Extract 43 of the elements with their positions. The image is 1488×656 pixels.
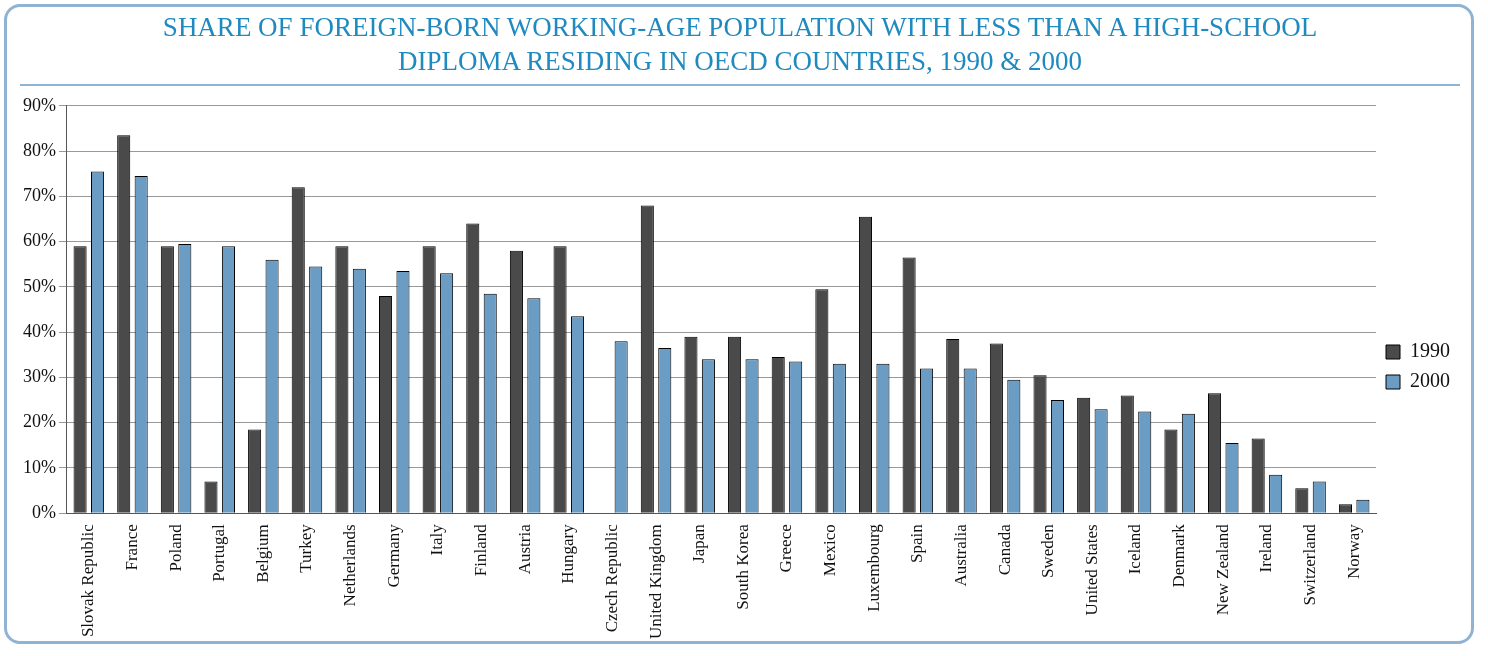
x-tick-label: Canada (994, 523, 1014, 576)
y-tick-label: 20% (22, 411, 56, 432)
x-tick-label: Austria (514, 523, 534, 575)
x-tick-label: Hungary (558, 523, 578, 584)
x-tick-label: Slovak Republic (78, 523, 98, 638)
x-tick-label: Czech Republic (601, 523, 621, 633)
x-tick-label: Italy (427, 523, 447, 556)
x-tick-label: Switzerland (1300, 523, 1320, 606)
x-tick-label: Spain (907, 523, 927, 563)
y-tick-label: 10% (22, 456, 56, 477)
y-tick-label: 60% (22, 230, 56, 251)
y-tick-label: 40% (22, 320, 56, 341)
x-tick-label: Greece (776, 524, 796, 573)
x-tick-label: New Zealand (1212, 523, 1232, 616)
x-tick-label: South Korea (732, 523, 752, 610)
x-tick-label: France (121, 524, 141, 571)
x-tick-label: United States (1081, 524, 1101, 616)
x-tick-label: Belgium (252, 524, 272, 583)
x-tick-label: Luxembourg (863, 523, 883, 612)
x-tick-label: Sweden (1038, 523, 1058, 579)
legend-label: 2000 (1410, 369, 1450, 392)
y-tick-label: 90% (22, 94, 56, 115)
x-tick-label: Australia (950, 523, 970, 587)
x-tick-label: Denmark (1169, 523, 1189, 588)
y-tick-label: 30% (22, 366, 56, 387)
x-tick-label: Turkey (296, 523, 316, 573)
x-tick-label: Portugal (209, 523, 229, 582)
x-tick-label: Mexico (820, 524, 840, 577)
x-tick-label: Finland (470, 523, 490, 577)
x-tick-label: Norway (1343, 523, 1363, 580)
chart-title: SHARE OF FOREIGN-BORN WORKING-AGE POPULATION WITH LESS THAN A HIGH-SCHOOL DIPLOMA RESIDING IN OECD COUNTRIES, 1990 & 2000 (161, 11, 1319, 78)
x-tick-label: Japan (689, 523, 709, 563)
y-tick-label: 50% (22, 275, 56, 296)
x-tick-label: Ireland (1256, 523, 1276, 573)
legend-label: 1990 (1410, 339, 1450, 362)
x-tick-label: Netherlands (340, 524, 360, 607)
x-tick-label: Poland (165, 523, 185, 572)
x-tick-label: Germany (383, 523, 403, 588)
y-tick-label: 0% (31, 501, 56, 522)
x-tick-label: Iceland (1125, 523, 1145, 575)
y-tick-label: 80% (22, 139, 56, 160)
y-tick-label: 70% (22, 185, 56, 206)
x-tick-label: United Kingdom (645, 524, 665, 640)
